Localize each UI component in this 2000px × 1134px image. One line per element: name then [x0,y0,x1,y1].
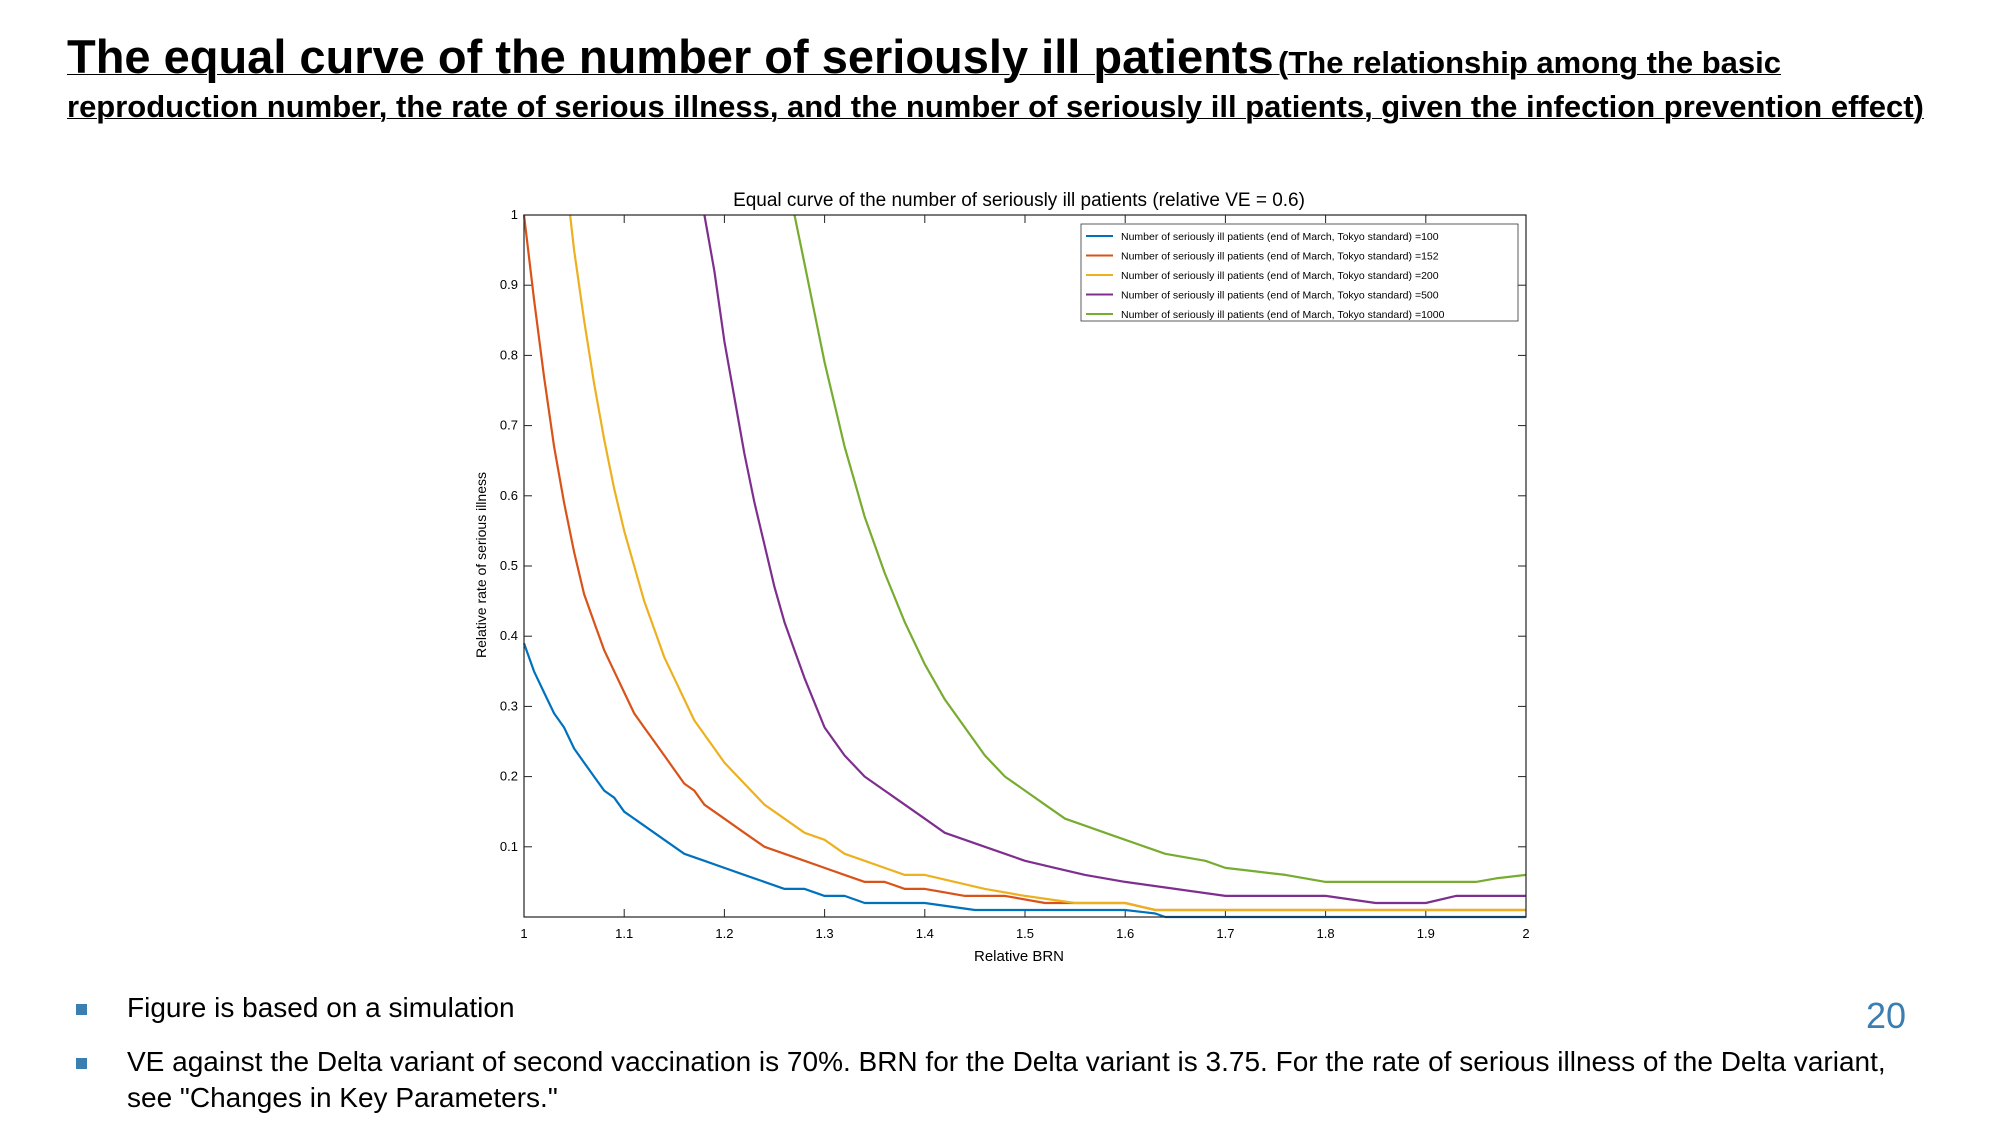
y-tick-label: 0.6 [500,488,518,503]
legend-entry-label: Number of seriously ill patients (end of… [1121,251,1439,263]
x-tick-label: 1.2 [715,926,733,941]
x-tick-label: 2 [1522,926,1529,941]
lines-layer [522,214,1527,919]
x-tick-label: 1 [520,926,527,941]
y-tick-label: 0.2 [500,769,518,784]
slide-title-subtitle: (The relationship among the basic reprod… [67,45,1924,124]
x-tick-label: 1.1 [615,926,633,941]
page-number: 20 [1865,995,1906,1036]
legend-entry-label: Number of seriously ill patients (end of… [1121,290,1439,302]
x-tick-label: 1.5 [1016,926,1034,941]
slide-title: The equal curve of the number of serious… [67,33,1947,132]
bullet-text: Figure is based on a simulation [127,992,515,1023]
legend-box [1080,223,1519,322]
y-tick-label: 0.1 [500,839,518,854]
slide-title-main: The equal curve of the number of serious… [67,30,1274,83]
y-tick-label: 1 [511,207,518,222]
y-tick-label: 0.5 [500,558,518,573]
bullet-marker [76,1058,87,1069]
bullet-list: Figure is based on a simulation VE again… [76,990,1896,1134]
x-tick-label: 1.8 [1317,926,1335,941]
bullet-text: VE against the Delta variant of second v… [127,1046,1886,1113]
y-axis-label: Relative rate of serious illness [473,472,489,658]
series-line [569,214,1526,912]
legend-entry-label: Number of seriously ill patients (end of… [1121,270,1439,282]
plot-background [524,215,1526,917]
x-tick-label: 1.7 [1216,926,1234,941]
y-tick-label: 0.8 [500,347,518,362]
y-tick-label: 0.7 [500,418,518,433]
bullet-marker [76,1004,87,1015]
bullet-item: VE against the Delta variant of second v… [76,1044,1896,1116]
legend-entry-label: Number of seriously ill patients (end of… [1121,309,1445,321]
y-tick-label: 0.4 [500,628,518,643]
series-line [703,214,1526,905]
y-tick-label: 0.9 [500,277,518,292]
x-tick-label: 1.3 [816,926,834,941]
bullet-item: Figure is based on a simulation [76,990,1896,1026]
x-axis-label: Relative BRN [974,948,1064,965]
x-tick-label: 1.9 [1417,926,1435,941]
chart-title: Equal curve of the number of seriously i… [733,190,1305,211]
axes-layer: 1 1.1 1.2 1.3 1.4 1.5 1.6 1.7 1.8 1.9 2 0.1 0.2 0.3 0.… [500,207,1530,941]
series-line [793,214,1527,884]
series-line [522,642,1526,919]
series-line [522,214,1526,912]
legend-entry-label: Number of seriously ill patients (end of… [1121,231,1439,243]
y-tick-label: 0.3 [500,698,518,713]
chart-legend: Number of seriously ill patients (end of… [1080,223,1519,322]
x-tick-label: 1.4 [916,926,934,941]
plot-frame [523,214,1527,918]
x-tick-label: 1.6 [1116,926,1134,941]
